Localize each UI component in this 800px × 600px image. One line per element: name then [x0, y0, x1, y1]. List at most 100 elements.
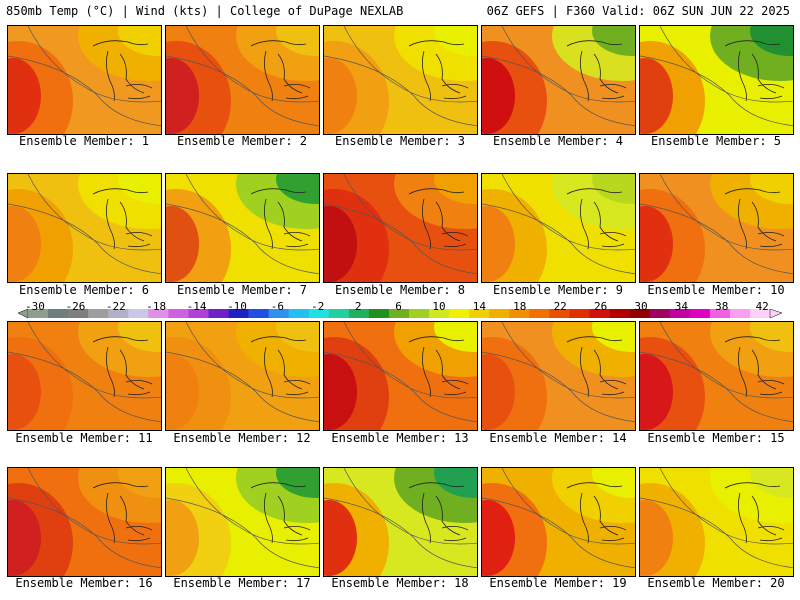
ensemble-member-label: Ensemble Member: 2 [176, 134, 308, 148]
ensemble-member-map [639, 321, 794, 431]
coolest-region [750, 322, 793, 352]
height-contours [324, 468, 477, 569]
warmest-region [640, 58, 673, 134]
colorbar-segment [649, 309, 671, 318]
colorbar-strip [17, 309, 783, 319]
great-lakes-coastline [724, 482, 785, 544]
colorbar-segment [669, 309, 691, 318]
ensemble-member-map [165, 25, 320, 135]
colorbar-segment [228, 309, 249, 318]
colorbar-segment [689, 309, 711, 318]
warmest-region [8, 206, 41, 282]
ensemble-member-label: Ensemble Member: 5 [650, 134, 782, 148]
ensemble-member-label: Ensemble Member: 8 [334, 283, 466, 297]
coolest-region [118, 322, 161, 352]
coolest-region [592, 322, 635, 352]
great-lakes-coastline [408, 188, 469, 250]
coolest-region [434, 468, 477, 498]
great-lakes-coastline [408, 40, 469, 102]
ensemble-member-map [481, 467, 636, 577]
temperature-field [640, 26, 793, 134]
coolest-region [118, 26, 161, 56]
ensemble-member-map [323, 25, 478, 135]
height-contours [640, 26, 793, 127]
coolest-region [592, 468, 635, 498]
warmest-region [8, 500, 41, 576]
colorbar-tick-label: 30 [634, 300, 648, 313]
warmest-region [8, 354, 41, 430]
colorbar-segment [188, 309, 209, 318]
colorbar-segment [609, 309, 630, 318]
ensemble-member-label: Ensemble Member: 7 [176, 283, 308, 297]
colorbar-segment [409, 309, 430, 318]
warmest-region [482, 500, 515, 576]
ensemble-member-label: Ensemble Member: 15 [647, 431, 785, 445]
coolest-region [434, 322, 477, 352]
colorbar-segment [529, 309, 550, 318]
temperature-field [324, 26, 477, 134]
model-run-valid-time: 06Z GEFS | F360 Valid: 06Z SUN JUN 22 20… [486, 4, 790, 18]
ensemble-member-label: Ensemble Member: 16 [15, 576, 153, 590]
great-lakes-coastline [724, 188, 785, 250]
colorbar-segment [729, 309, 751, 318]
ensemble-member-label: Ensemble Member: 4 [492, 134, 624, 148]
coolest-region [750, 26, 793, 56]
colorbar-tick-label: 18 [513, 300, 527, 313]
coolest-region [276, 174, 319, 204]
ensemble-member-map [481, 173, 636, 283]
great-lakes-coastline [92, 336, 153, 398]
colorbar-segment [108, 309, 129, 318]
colorbar-segment [88, 309, 109, 318]
ensemble-member-label: Ensemble Member: 13 [331, 431, 469, 445]
colorbar-segment [549, 309, 570, 318]
temperature-field [8, 26, 161, 134]
colorbar-segment [589, 309, 610, 318]
ensemble-member-map [481, 321, 636, 431]
temperature-field [166, 322, 319, 430]
colorbar-segment [28, 309, 49, 318]
colorbar-segment [148, 309, 169, 318]
colorbar-segment [268, 309, 290, 318]
coolest-region [276, 322, 319, 352]
colorbar-tick-label: 34 [674, 300, 689, 313]
colorbar-tick-label: 10 [432, 300, 446, 313]
great-lakes-coastline [566, 40, 627, 102]
warmest-region [8, 58, 41, 134]
ensemble-member-map [323, 321, 478, 431]
great-lakes-coastline [566, 336, 627, 398]
colorbar-max-arrow [769, 309, 783, 319]
great-lakes-coastline [250, 40, 311, 102]
colorbar-segment [328, 309, 350, 318]
height-contours [8, 468, 161, 569]
great-lakes-coastline [566, 482, 627, 544]
temperature-field [482, 174, 635, 282]
colorbar-tick-label: 42 [755, 300, 769, 313]
temperature-field [482, 26, 635, 134]
temperature-field [482, 468, 635, 576]
height-contours [482, 468, 635, 569]
colorbar-segment [248, 309, 269, 318]
height-contours [482, 174, 635, 275]
warmest-region [640, 354, 673, 430]
height-contours [640, 174, 793, 275]
colorbar-tick-label: 38 [715, 300, 729, 313]
ensemble-member-label: Ensemble Member: 3 [334, 134, 466, 148]
ensemble-member-map [639, 25, 794, 135]
colorbar-segment [388, 309, 410, 318]
temperature-field [640, 322, 793, 430]
height-contours [640, 322, 793, 423]
temperature-field [324, 322, 477, 430]
ensemble-member-label: Ensemble Member: 20 [647, 576, 785, 590]
great-lakes-coastline [724, 336, 785, 398]
height-contours [324, 322, 477, 423]
height-contours [8, 26, 161, 127]
colorbar-segment [469, 309, 490, 318]
temperature-field [482, 322, 635, 430]
ensemble-member-map [7, 467, 162, 577]
colorbar-segment [429, 309, 450, 318]
coolest-region [434, 174, 477, 204]
temperature-field [8, 174, 161, 282]
ensemble-member-map [165, 173, 320, 283]
great-lakes-coastline [92, 482, 153, 544]
warmest-region [324, 206, 357, 282]
